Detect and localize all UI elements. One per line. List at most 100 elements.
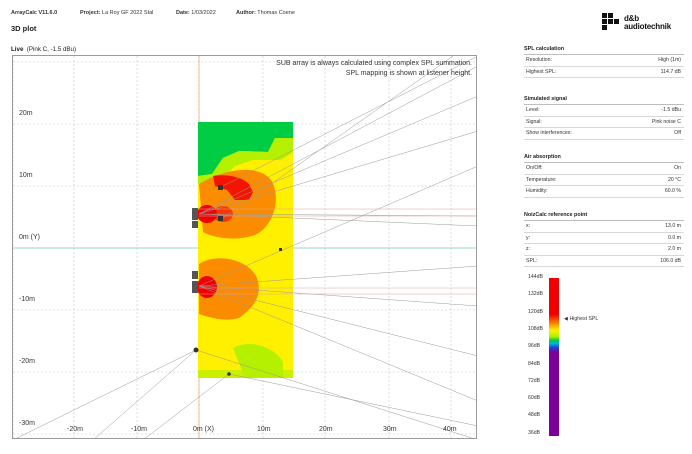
speaker-ray [145, 373, 230, 438]
spl-plot[interactable]: SUB array is always calculated using com… [12, 55, 477, 439]
speaker-ray [198, 96, 476, 215]
highest-spl-marker: ◀ Highest SPL [564, 316, 599, 322]
row-value: Off [674, 130, 681, 136]
row-value: On [674, 165, 681, 171]
speaker-ray [228, 373, 476, 426]
panel-row: Highest SPL: 114.7 dB [524, 67, 684, 78]
row-value: 2.0 m [668, 246, 681, 252]
panel-row: Resolution: High (1m) [524, 55, 684, 67]
speaker-ray [222, 56, 454, 219]
scale-tick-label: 84dB [528, 360, 541, 367]
scale-tick-label: 108dB [528, 325, 544, 332]
spl-color-scale: 144dB 132dB 120dB 108dB 96dB 84dB 72dB 60dB 48dB… [520, 272, 620, 442]
row-value: -1.5 dBu [661, 107, 681, 113]
speaker-ray [94, 349, 197, 438]
info-panel: NoizCalc reference point x: 13.0 m y: 0.0 m z… [524, 212, 684, 267]
brand-logo-icon [602, 13, 619, 30]
scale-tick-label: 96dB [528, 343, 541, 350]
brand-logo: d&b audiotechnik [602, 13, 682, 35]
x-tick-label: 20m [319, 426, 333, 433]
panel-row: x: 13.0 m [524, 221, 684, 233]
panel-row: z: 2.0 m [524, 244, 684, 256]
report-header: ArrayCalc V11.6.0 Project: La Roy GF 202… [0, 0, 692, 40]
panel-row: Signal: Pink noise C [524, 117, 684, 128]
speaker-ray [198, 285, 476, 307]
row-key: Show interferences: [526, 130, 572, 136]
row-value: High (1m) [658, 57, 681, 63]
x-tick-label: 30m [383, 426, 397, 433]
row-key: Humidity: [526, 188, 548, 194]
scale-tick-label: 36dB [528, 429, 541, 436]
info-panel: Simulated signal Level: -1.5 dBu Signal: Pin… [524, 96, 684, 140]
panel-row: On/Off: On [524, 163, 684, 175]
row-value: 13.0 m [665, 223, 681, 229]
listener-height-note: SPL mapping is shown at listener height. [345, 70, 472, 77]
panel-title: Simulated signal [524, 96, 684, 105]
panel-row: Show interferences: Off [524, 128, 684, 140]
plot-title: Live (Pink C, -1.5 dBu) [11, 46, 77, 53]
row-value: 106.0 dB [660, 257, 681, 264]
panel-title: NoizCalc reference point [524, 212, 684, 221]
x-tick-label: -10m [131, 426, 147, 433]
x-tick-label: 40m [443, 426, 457, 433]
author-info: Author: Thomas Coene [236, 10, 295, 16]
panel-row: Humidity: 60.0 % [524, 186, 684, 198]
x-tick-label: 10m [257, 426, 271, 433]
speaker-markers [192, 185, 282, 376]
row-key: x: [526, 223, 531, 229]
sub-array-note: SUB array is always calculated using com… [276, 60, 472, 67]
speaker-ray [198, 265, 476, 287]
y-tick-label: -10m [19, 296, 35, 303]
panel-row: y: 0.0 m [524, 233, 684, 244]
speaker-ray [195, 349, 473, 438]
y-tick-label: -20m [19, 358, 35, 365]
speaker-ray [198, 213, 476, 217]
spl-map-canvas [13, 56, 476, 438]
speaker-ray [198, 131, 476, 215]
row-key: Highest SPL: [526, 68, 557, 75]
row-value: Pink noise C [651, 118, 681, 125]
project-info: Project: La Roy GF 2022 Stal [80, 10, 154, 16]
date-info: Date: 1/03/2022 [176, 10, 216, 16]
scale-tick-label: 132dB [528, 291, 544, 298]
panel-title: SPL calculation [524, 46, 684, 55]
speaker-ray-lines [16, 56, 476, 438]
speaker-ray [16, 349, 197, 438]
coverage-map [197, 122, 293, 378]
scale-tick-label: 144dB [528, 274, 544, 280]
y-tick-label: -30m [19, 420, 35, 427]
info-panel: Air absorption On/Off: On Temperature: 20 °C… [524, 154, 684, 198]
spl-scale-bar [549, 278, 559, 436]
speaker-ray [222, 56, 476, 187]
panel-row: SPL: 106.0 dB [524, 256, 684, 267]
app-version: ArrayCalc V11.6.0 [11, 10, 58, 16]
panel-title: Air absorption [524, 154, 684, 163]
x-tick-label: -20m [67, 426, 83, 433]
speaker-ray [198, 285, 476, 356]
row-key: Resolution: [526, 57, 552, 63]
scale-tick-label: 72dB [528, 377, 541, 384]
info-panel: SPL calculation Resolution: High (1m) Highe… [524, 46, 684, 78]
brand-wordmark: d&b audiotechnik [624, 14, 671, 31]
row-key: y: [526, 234, 531, 241]
scale-tick-label: 60dB [528, 395, 541, 402]
row-key: Signal: [526, 118, 542, 125]
speaker-ray [198, 166, 476, 287]
row-value: 60.0 % [664, 188, 681, 194]
row-value: 0.0 m [668, 234, 681, 241]
row-value: 20 °C [667, 176, 681, 183]
scale-tick-label: 48dB [528, 412, 541, 419]
speaker-ray [198, 285, 476, 401]
speaker-ray [198, 66, 476, 215]
row-key: z: [526, 246, 531, 252]
panel-row: Temperature: 20 °C [524, 175, 684, 186]
y-tick-label: 10m [19, 172, 33, 179]
x-tick-label: 0m (X) [193, 426, 214, 433]
y-tick-label: 0m (Y) [19, 234, 40, 241]
row-key: SPL: [526, 257, 538, 264]
row-key: Temperature: [526, 176, 557, 183]
row-key: On/Off: [526, 165, 543, 171]
page-title: 3D plot [11, 24, 37, 33]
y-tick-label: 20m [19, 110, 33, 117]
row-key: Level: [526, 107, 540, 113]
